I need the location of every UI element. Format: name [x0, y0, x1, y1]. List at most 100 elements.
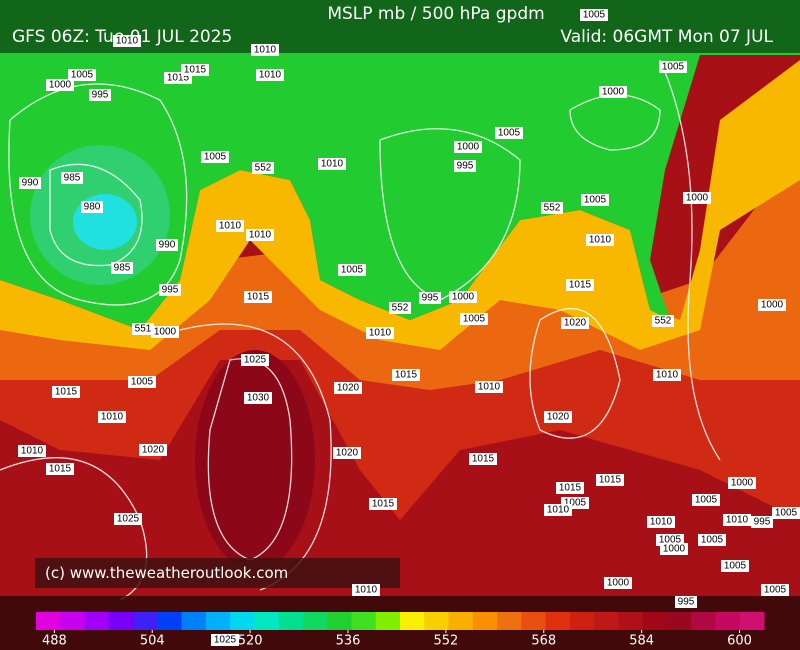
- isobar-label-text: 1010: [369, 328, 392, 339]
- isobar-label: 551: [132, 323, 154, 335]
- isobar-label-text: 1000: [457, 142, 480, 153]
- isobar-label: 1010: [98, 411, 126, 423]
- isobar-label-text: 985: [114, 263, 131, 274]
- isobar-label-bg: [244, 392, 272, 404]
- isobar-label-text: 1010: [726, 515, 749, 526]
- isobar-label-bg: [19, 177, 41, 189]
- isobar-label: 990: [19, 177, 41, 189]
- isobar-label: 1025: [114, 513, 142, 525]
- isobar-label: 552: [252, 162, 274, 174]
- isobar-label-text: 1005: [775, 508, 798, 519]
- colorbar-swatch: [691, 612, 716, 630]
- isobar-label-bg: [61, 172, 83, 184]
- isobar-label: 1000: [454, 141, 482, 153]
- isobar-label-text: 1020: [142, 445, 165, 456]
- isobar-label-bg: [659, 61, 687, 73]
- isobar-label-text: 1020: [564, 318, 587, 329]
- isobar-label: 1015: [596, 474, 624, 486]
- isobar-label-text: 1005: [564, 498, 587, 509]
- isobar-label-bg: [46, 79, 74, 91]
- isobar-label: 1010: [18, 445, 46, 457]
- isobar-label-bg: [454, 160, 476, 172]
- colorbar-tick-label: 600: [727, 634, 752, 649]
- isobar-label: 1005: [68, 69, 96, 81]
- isobar-label: 1025: [241, 354, 269, 366]
- isobar-label-text: 1000: [731, 478, 754, 489]
- isobar-label-text: 1015: [247, 292, 270, 303]
- isobar-label: 1010: [251, 44, 279, 56]
- isobar-label: 1015: [52, 386, 80, 398]
- isobar-label: 1005: [659, 61, 687, 73]
- isobar-label-bg: [449, 291, 477, 303]
- isobar-label-text: 995: [457, 161, 474, 172]
- isobar: [49, 163, 143, 267]
- isobar-label-text: 1000: [49, 80, 72, 91]
- isobar-label: 1020: [544, 411, 572, 423]
- isobar-label-bg: [604, 577, 632, 589]
- colorbar-swatch: [618, 612, 644, 630]
- isobar-label: 1005: [772, 507, 800, 519]
- colorbar-swatch: [715, 612, 741, 630]
- isobar-label: 1015: [181, 64, 209, 76]
- isobar-label-bg: [419, 292, 441, 304]
- colorbar-swatch: [739, 612, 765, 630]
- isobar-label-bg: [541, 202, 563, 214]
- isobar-label-text: 1010: [259, 70, 282, 81]
- isobar-label: 1010: [544, 504, 572, 516]
- isobar-label-bg: [653, 369, 681, 381]
- isobar-label-text: 552: [255, 163, 272, 174]
- isobar-label: 1005: [721, 560, 749, 572]
- isobar-label: 995: [419, 292, 441, 304]
- colorbar-swatch: [278, 612, 304, 630]
- colorbar-swatch: [569, 612, 595, 630]
- colorbar-tick-label: 584: [629, 634, 654, 649]
- valid-time: Valid: 06GMT Mon 07 JUL: [560, 27, 773, 47]
- isobar-label-text: 1010: [219, 221, 242, 232]
- isobar-label-text: 995: [162, 285, 179, 296]
- isobar-label-bg: [244, 291, 272, 303]
- isobar-label-text: 552: [544, 203, 561, 214]
- isobar-label-bg: [683, 192, 711, 204]
- isobar-label-bg: [132, 323, 154, 335]
- isobar-label-text: 1000: [452, 292, 475, 303]
- colorbar-swatch: [60, 612, 86, 630]
- region-yellow: [0, 60, 800, 350]
- isobar-label: 1000: [660, 543, 688, 555]
- isobar-label: 1030: [244, 392, 272, 404]
- isobar-label: 1005: [581, 194, 609, 206]
- isobar-label-text: 1015: [167, 73, 190, 84]
- isobar-label-text: 1010: [355, 585, 378, 596]
- isobar-label-bg: [580, 9, 608, 21]
- isobar-label-text: 1015: [55, 387, 78, 398]
- isobar-label: 1005: [201, 151, 229, 163]
- isobar-label-bg: [151, 326, 179, 338]
- isobar-label: 1005: [128, 376, 156, 388]
- isobar-label-text: 1015: [472, 454, 495, 465]
- isobar-label-bg: [561, 317, 589, 329]
- isobar-label: 1015: [46, 463, 74, 475]
- isobar-label-bg: [586, 234, 614, 246]
- isobar-label: 1005: [460, 313, 488, 325]
- isobar-label-text: 995: [422, 293, 439, 304]
- isobar-label-text: 1005: [695, 495, 718, 506]
- isobar-label: 1000: [599, 86, 627, 98]
- isobar-label-text: 1005: [662, 62, 685, 73]
- isobar-label-bg: [647, 516, 675, 528]
- isobar-label-text: 1000: [663, 544, 686, 555]
- isobar-label: 552: [652, 315, 674, 327]
- colorbar-swatch: [302, 612, 328, 630]
- isobar-label-text: 1015: [559, 483, 582, 494]
- isobar-label-text: 1010: [589, 235, 612, 246]
- isobar-label: 995: [89, 89, 111, 101]
- isobar-label-text: 1020: [336, 448, 359, 459]
- colorbar-swatch: [642, 612, 668, 630]
- isobar-label-bg: [556, 482, 584, 494]
- isobar-label: 1010: [352, 584, 380, 596]
- isobar-label-text: 1025: [244, 355, 267, 366]
- isobar-label: 1010: [256, 69, 284, 81]
- isobar-label-bg: [751, 516, 773, 528]
- isobar-label-text: 1015: [599, 475, 622, 486]
- isobar: [8, 83, 188, 306]
- isobar-label: 1015: [469, 453, 497, 465]
